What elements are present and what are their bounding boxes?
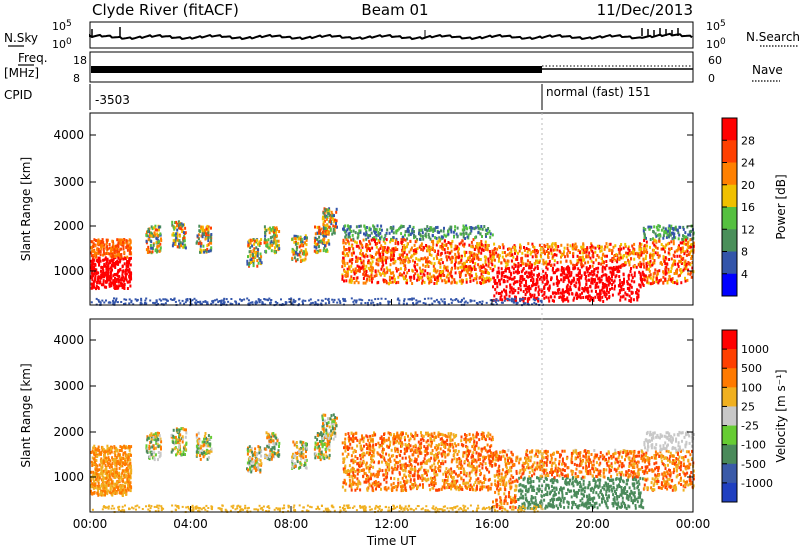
power-colorbar-tick-label: 28 xyxy=(741,134,755,147)
power-colorbar-segment xyxy=(722,251,737,275)
velocity-ylabel: Slant Range [km] xyxy=(19,363,33,467)
nave-tick-0: 0 xyxy=(708,72,715,85)
nsky-label: N.Sky xyxy=(4,31,38,45)
xtick-label: 08:00 xyxy=(274,517,309,531)
xtick-label: 12:00 xyxy=(374,517,409,531)
power-colorbar-segment xyxy=(722,140,737,163)
cpid-label: CPID xyxy=(4,88,32,102)
freq-unit-label: [MHz] xyxy=(4,66,39,80)
freq-tick-18: 18 xyxy=(73,54,87,67)
cpid-right-value: normal (fast) 151 xyxy=(546,85,650,99)
xtick-label: 00:00 xyxy=(73,517,108,531)
cpid-left-value: -3503 xyxy=(95,93,130,107)
velocity-ytick-label: 4000 xyxy=(53,333,84,347)
velocity-colorbar-tick-label: -1000 xyxy=(741,477,773,490)
power-ylabel: Slant Range [km] xyxy=(19,157,33,261)
velocity-colorbar-tick-label: 100 xyxy=(741,381,762,394)
power-colorbar-label: Power [dB] xyxy=(774,174,788,239)
nave-tick-60: 60 xyxy=(708,54,722,67)
nave-label: Nave xyxy=(752,63,783,77)
velocity-colorbar-segment xyxy=(722,425,737,446)
power-colorbar-tick-label: 20 xyxy=(741,179,755,192)
velocity-colorbar-segment xyxy=(722,444,737,465)
velocity-colorbar-tick-label: -25 xyxy=(741,420,759,433)
velocity-colorbar-tick-label: 500 xyxy=(741,362,762,375)
xtick-label: 00:00 xyxy=(676,517,711,531)
velocity-colorbar-tick-label: -100 xyxy=(741,439,766,452)
velocity-colorbar-segment xyxy=(722,387,737,407)
power-colorbar-tick-label: 16 xyxy=(741,201,755,214)
velocity-ytick-label: 1000 xyxy=(53,470,84,484)
xaxis-label: Time UT xyxy=(366,534,417,548)
freq-trace-band xyxy=(91,66,542,73)
station-title: Clyde River (fitACF) xyxy=(92,1,239,19)
power-colorbar-segment xyxy=(722,229,737,252)
xtick-label: 04:00 xyxy=(173,517,208,531)
power-colorbar-tick-label: 24 xyxy=(741,157,755,170)
power-ytick-label: 1000 xyxy=(53,264,84,278)
nsky-trace xyxy=(89,32,693,41)
velocity-colorbar-segment xyxy=(722,330,737,350)
nsearch-label: N.Search xyxy=(746,30,800,44)
velocity-panel-frame xyxy=(89,318,694,513)
velocity-colorbar-label: Velocity [m s⁻¹] xyxy=(774,369,788,462)
power-colorbar-segment xyxy=(722,162,737,186)
power-colorbar-segment xyxy=(722,118,737,141)
freq-label: Freq. xyxy=(18,51,48,65)
xtick-label: 20:00 xyxy=(575,517,610,531)
velocity-colorbar-tick-label: -500 xyxy=(741,458,766,471)
xtick-label: 16:00 xyxy=(475,517,510,531)
nsky-panel-frame xyxy=(89,21,694,49)
freq-tick-8: 8 xyxy=(73,72,80,85)
power-ytick-label: 4000 xyxy=(53,128,84,142)
velocity-colorbar-segment xyxy=(722,463,737,484)
nsearch-tick-1e5: 105 xyxy=(706,19,726,33)
velocity-colorbar-segment xyxy=(722,482,737,503)
velocity-echo-cells xyxy=(90,413,695,514)
power-colorbar-segment xyxy=(722,207,737,230)
nsky-tick-1e0: 100 xyxy=(52,37,72,51)
power-ytick-label: 2000 xyxy=(53,219,84,233)
nsearch-tick-1e0: 100 xyxy=(706,37,726,51)
velocity-colorbar-tick-label: 1000 xyxy=(741,343,769,356)
freq-panel-frame xyxy=(89,51,694,83)
velocity-ytick-label: 2000 xyxy=(53,425,84,439)
beam-label: Beam 01 xyxy=(361,1,428,19)
power-colorbar-tick-label: 12 xyxy=(741,223,755,236)
power-echo-cells xyxy=(90,207,695,307)
velocity-ytick-label: 3000 xyxy=(53,379,84,393)
velocity-colorbar-tick-label: 25 xyxy=(741,400,755,413)
power-ytick-label: 3000 xyxy=(53,175,84,189)
power-colorbar-tick-label: 8 xyxy=(741,246,748,259)
power-colorbar-segment xyxy=(722,184,737,208)
velocity-colorbar-segment xyxy=(722,349,737,369)
power-colorbar-segment xyxy=(722,273,737,297)
nsky-tick-1e5: 105 xyxy=(52,19,72,33)
velocity-colorbar-segment xyxy=(722,368,737,388)
date-label: 11/Dec/2013 xyxy=(597,1,693,19)
velocity-colorbar-frame xyxy=(721,329,738,503)
power-colorbar-tick-label: 4 xyxy=(741,268,748,281)
velocity-colorbar-segment xyxy=(722,406,737,427)
